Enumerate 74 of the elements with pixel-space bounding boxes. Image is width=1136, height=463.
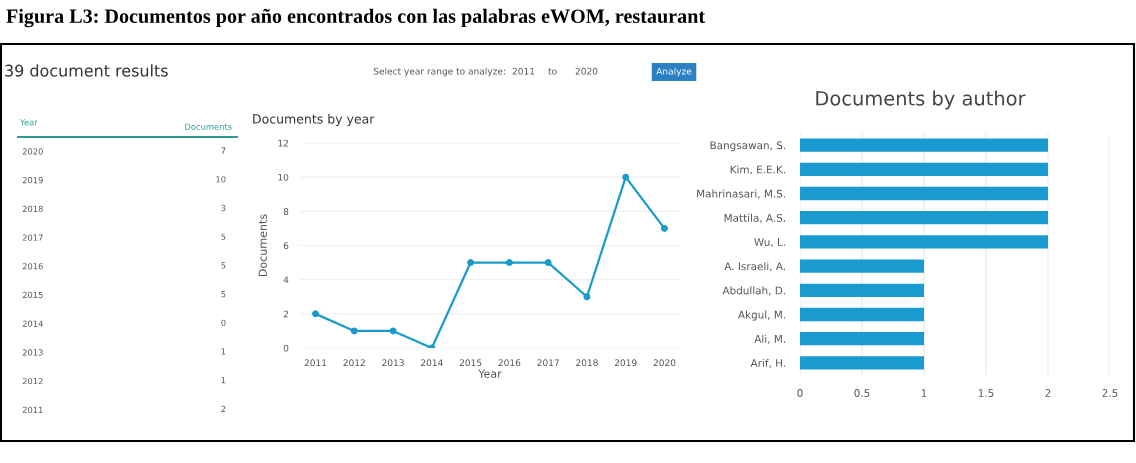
- point: [389, 327, 397, 335]
- y-tick-label: 2011: [22, 406, 43, 413]
- data-label: 7: [221, 147, 226, 154]
- y-axis-title: Year: [19, 119, 38, 126]
- y-tick-label: 8: [283, 208, 289, 215]
- x-tick-label: 0: [797, 389, 803, 397]
- y-tick-label: 2012: [22, 377, 43, 385]
- text: Select year range to analyze:: [373, 67, 505, 77]
- point: [622, 173, 630, 181]
- text: to: [548, 68, 557, 75]
- x-tick-label: 2017: [537, 359, 559, 367]
- y-tick-label: Bangsawan, S.: [710, 141, 785, 152]
- y-tick-label: 2014: [22, 320, 43, 327]
- data-label: 2: [221, 405, 226, 412]
- x-axis-title: Year: [478, 369, 502, 378]
- y-tick-label: 2013: [22, 349, 43, 356]
- x-tick-label: 1: [921, 389, 927, 397]
- y-tick-label: 6: [283, 242, 289, 250]
- point: [583, 293, 591, 301]
- x-tick-label: 1.5: [978, 389, 994, 397]
- y-tick-label: 2018: [22, 205, 43, 213]
- y-tick-label: Akgul, M.: [738, 310, 785, 321]
- y-tick-label: A. Israeli, A.: [724, 262, 785, 272]
- x-tick-label: 2019: [614, 359, 637, 367]
- data-label: 5: [221, 291, 226, 298]
- y-tick-label: Kim, E.E.K.: [730, 165, 785, 175]
- y-tick-label: Mahrinasari, M.S.: [697, 189, 785, 199]
- x-tick-label: 2015: [459, 359, 482, 367]
- data-label: 5: [221, 262, 226, 269]
- chart-title: Documents by author: [816, 90, 1026, 110]
- y-tick-label: 0: [283, 344, 289, 352]
- data-label: 5: [221, 233, 226, 240]
- x-tick-label: 2020: [653, 359, 676, 367]
- text: 39 document results: [5, 64, 168, 77]
- x-tick-label: 2016: [498, 359, 521, 367]
- y-tick-label: 2020: [22, 148, 43, 155]
- y-tick-label: 12: [278, 139, 288, 147]
- point: [350, 327, 358, 335]
- text: Figura L3: Documentos por año encontrados con las palabras eWOM, restaurant: [6, 8, 706, 28]
- y-axis-title: Documents: [258, 214, 267, 277]
- y-tick-label: 2: [283, 310, 288, 318]
- y-tick-label: Arif, H.: [750, 358, 785, 369]
- y-tick-label: 10: [278, 173, 289, 181]
- y-tick-label: 2016: [22, 263, 43, 270]
- x-tick-label: 2012: [343, 359, 365, 367]
- y-tick-label: Wu, L.: [754, 238, 785, 248]
- y-tick-label: 4: [283, 276, 289, 284]
- point: [312, 310, 319, 318]
- y-tick-label: 2015: [22, 291, 43, 299]
- point: [505, 259, 513, 267]
- x-tick-label: 2: [1045, 389, 1051, 397]
- chart-title: Documents by year: [253, 113, 375, 127]
- y-tick-label: Ali, M.: [754, 334, 785, 344]
- y-tick-label: Abdullah, D.: [722, 286, 785, 296]
- data-label: 0: [221, 319, 226, 326]
- text: 2020: [575, 67, 598, 75]
- y-tick-label: 2017: [22, 234, 43, 241]
- y-tick-label: Mattila, A.S.: [724, 213, 785, 223]
- data-label: 1: [221, 348, 226, 355]
- x-tick-label: 0.5: [854, 389, 870, 397]
- data-label: 3: [221, 204, 226, 212]
- x-tick-label: 2011: [304, 359, 327, 367]
- y-tick-label: 2019: [22, 177, 43, 184]
- text: 2011: [512, 67, 535, 75]
- x-tick-label: 2018: [576, 359, 598, 367]
- data-label: 10: [216, 176, 226, 183]
- x-tick-label: 2013: [382, 359, 404, 367]
- x-tick-label: 2014: [421, 359, 443, 367]
- point: [661, 224, 668, 232]
- data-label: 1: [221, 377, 226, 384]
- text: Analyze: [656, 67, 692, 77]
- point: [544, 259, 552, 267]
- x-tick-label: 2.5: [1102, 389, 1118, 397]
- point: [467, 259, 475, 267]
